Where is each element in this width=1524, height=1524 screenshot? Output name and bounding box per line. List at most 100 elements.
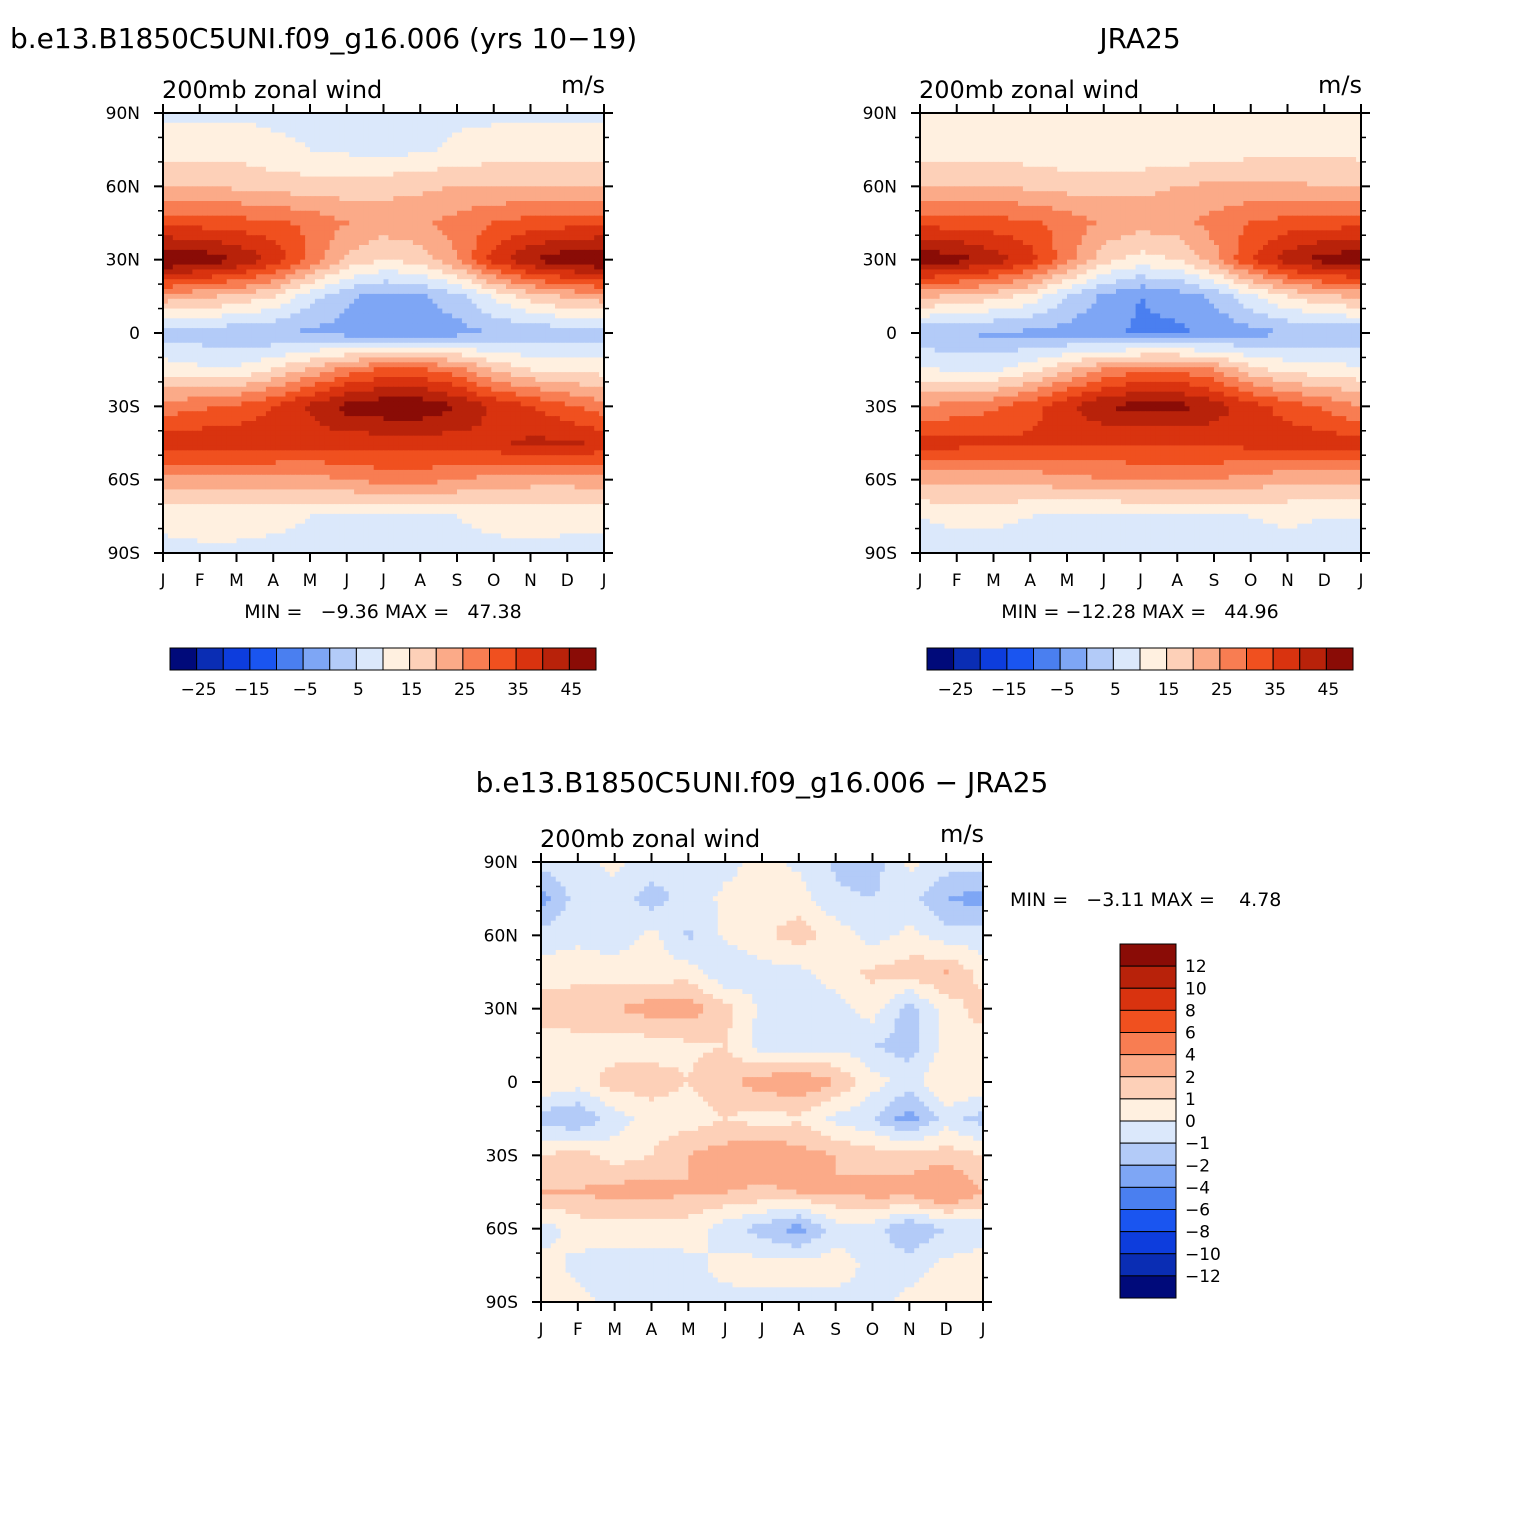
contour-cell bbox=[216, 303, 223, 310]
contour-cell bbox=[491, 176, 497, 183]
contour-cell bbox=[589, 225, 595, 231]
contour-cell bbox=[251, 313, 257, 319]
contour-cell bbox=[525, 205, 532, 212]
contour-cell bbox=[212, 215, 218, 222]
contour-cell bbox=[329, 127, 336, 134]
contour-cell bbox=[231, 293, 238, 300]
contour-cell bbox=[177, 166, 184, 173]
contour-cell bbox=[359, 318, 365, 324]
contour-cell bbox=[212, 303, 218, 310]
contour-cell bbox=[359, 313, 365, 319]
contour-cell bbox=[246, 205, 252, 212]
contour-cell bbox=[359, 323, 365, 329]
contour-cell bbox=[256, 362, 262, 368]
contour-cell bbox=[300, 137, 306, 143]
contour-cell bbox=[486, 137, 492, 143]
contour-cell bbox=[216, 157, 223, 163]
contour-cell bbox=[388, 196, 394, 202]
contour-cell bbox=[305, 137, 311, 143]
contour-cell bbox=[388, 230, 394, 236]
contour-cell bbox=[226, 318, 233, 324]
contour-cell bbox=[339, 161, 345, 168]
contour-cell bbox=[535, 215, 541, 222]
contour-cell bbox=[525, 186, 532, 192]
contour-cell bbox=[466, 210, 473, 217]
contour-cell bbox=[550, 230, 556, 236]
contour-cell bbox=[574, 289, 581, 295]
contour-cell bbox=[457, 191, 463, 197]
contour-cell bbox=[594, 347, 600, 354]
contour-cell bbox=[545, 205, 551, 212]
contour-cell bbox=[457, 142, 463, 148]
contour-cell bbox=[545, 171, 551, 178]
contour-cell bbox=[300, 117, 306, 124]
contour-cell bbox=[192, 225, 198, 231]
contour-cell bbox=[339, 342, 345, 349]
contour-cell bbox=[437, 303, 443, 310]
contour-cell bbox=[197, 152, 203, 158]
contour-cell bbox=[442, 210, 448, 217]
contour-cell bbox=[599, 303, 605, 310]
contour-cell bbox=[344, 372, 350, 378]
contour-cell bbox=[187, 176, 193, 183]
contour-cell bbox=[599, 171, 605, 178]
contour-cell bbox=[187, 127, 193, 134]
contour-cell bbox=[599, 377, 605, 383]
contour-cell bbox=[216, 230, 223, 236]
contour-cell bbox=[589, 347, 595, 354]
contour-cell bbox=[231, 147, 238, 153]
contour-cell bbox=[359, 274, 365, 280]
contour-cell bbox=[599, 127, 605, 134]
contour-cell bbox=[466, 147, 473, 153]
contour-cell bbox=[457, 352, 463, 359]
contour-cell bbox=[398, 372, 404, 378]
contour-cell bbox=[417, 254, 424, 261]
contour-cell bbox=[491, 235, 497, 241]
contour-cell bbox=[408, 279, 414, 285]
contour-cell bbox=[599, 372, 605, 378]
contour-cell bbox=[599, 337, 605, 344]
contour-cell bbox=[452, 147, 458, 153]
contour-cell bbox=[501, 210, 507, 217]
contour-cell bbox=[285, 132, 291, 139]
contour-cell bbox=[564, 279, 571, 285]
contour-cell bbox=[393, 215, 399, 222]
contour-cell bbox=[339, 152, 345, 158]
contour-cell bbox=[202, 196, 208, 202]
contour-cell bbox=[216, 377, 223, 383]
contour-cell bbox=[599, 357, 605, 363]
contour-cell bbox=[231, 279, 238, 285]
contour-cell bbox=[305, 254, 311, 261]
contour-cell bbox=[310, 328, 316, 334]
contour-cell bbox=[530, 308, 536, 315]
contour-cell bbox=[550, 303, 556, 310]
contour-cell bbox=[378, 137, 385, 143]
contour-cell bbox=[442, 308, 448, 315]
contour-cell bbox=[334, 342, 340, 349]
contour-cell bbox=[579, 303, 585, 310]
contour-cell bbox=[574, 347, 581, 354]
contour-cell bbox=[491, 205, 497, 212]
contour-cell bbox=[207, 347, 213, 354]
contour-cell bbox=[187, 264, 193, 271]
contour-cell bbox=[393, 284, 399, 290]
contour-cell bbox=[506, 230, 512, 236]
contour-cell bbox=[447, 181, 453, 187]
contour-cell bbox=[265, 303, 272, 310]
contour-cell bbox=[412, 205, 419, 212]
contour-cell bbox=[300, 186, 306, 192]
contour-cell bbox=[594, 132, 600, 139]
contour-cell bbox=[207, 132, 213, 139]
contour-cell bbox=[471, 191, 478, 197]
contour-cell bbox=[584, 377, 590, 383]
contour-cell bbox=[510, 318, 517, 324]
contour-cell bbox=[226, 210, 233, 217]
contour-cell bbox=[373, 367, 380, 373]
contour-cell bbox=[442, 367, 448, 373]
contour-cell bbox=[398, 308, 404, 315]
contour-cell bbox=[476, 333, 483, 339]
contour-cell bbox=[427, 122, 434, 129]
contour-cell bbox=[579, 342, 585, 349]
contour-cell bbox=[280, 254, 287, 261]
contour-cell bbox=[559, 377, 566, 383]
